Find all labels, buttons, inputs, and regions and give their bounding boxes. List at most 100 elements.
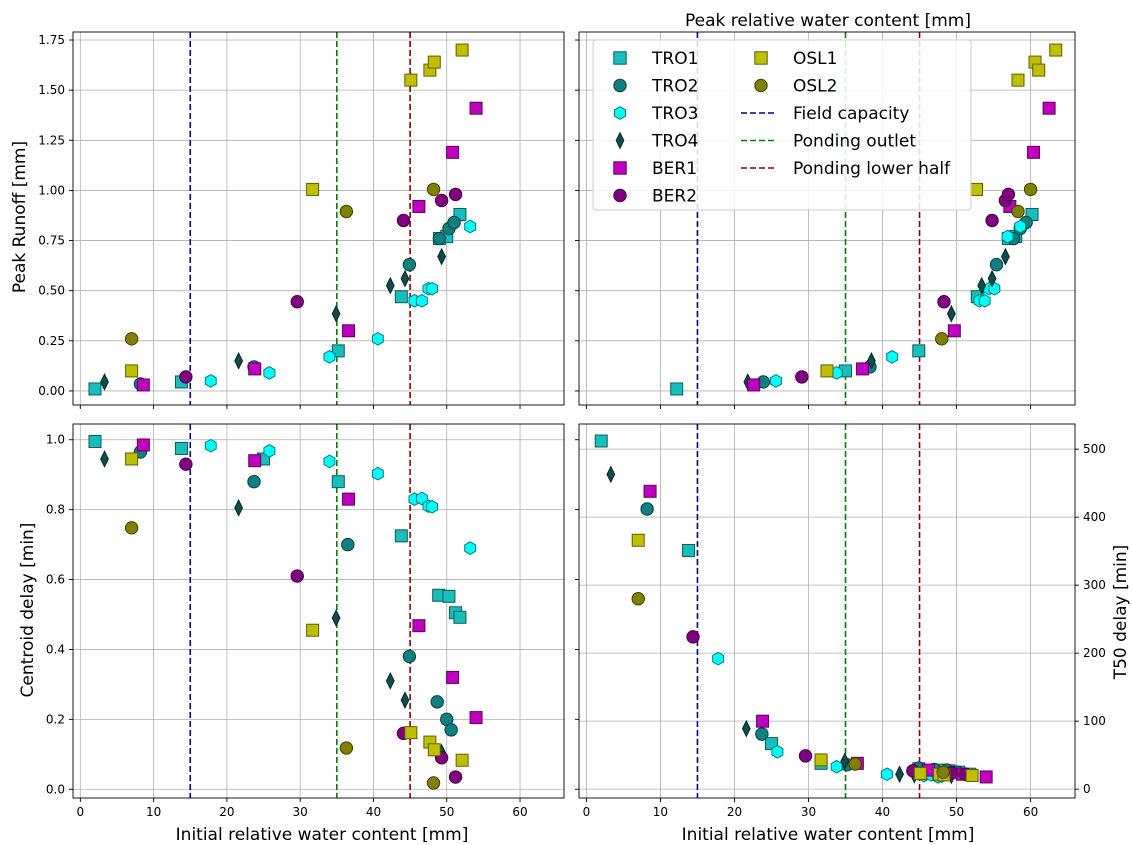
data-point-osl1 <box>404 726 418 740</box>
series-osl1 <box>125 452 469 767</box>
data-point-tro2 <box>444 723 458 737</box>
data-point-tro3 <box>886 350 899 364</box>
data-point-tro3 <box>1001 229 1014 244</box>
bottom-right-grid <box>579 424 1075 798</box>
data-point-tro4 <box>100 450 109 468</box>
x-tick-label: 20 <box>727 805 742 819</box>
data-point-ber2 <box>179 370 193 384</box>
y-tick-label: 0.00 <box>38 384 65 398</box>
data-point-osl2 <box>1011 204 1025 219</box>
y-tick-label: 0.2 <box>46 712 65 726</box>
x-tick-label: 0 <box>77 805 85 819</box>
data-point-ber2 <box>434 193 449 208</box>
data-point-tro4 <box>331 304 341 323</box>
series-tro4 <box>606 465 956 785</box>
data-point-ber2 <box>448 770 463 784</box>
data-point-tro3 <box>770 374 782 388</box>
data-point-osl2 <box>848 757 862 771</box>
data-point-osl1 <box>125 364 139 378</box>
data-point-osl2 <box>339 741 354 755</box>
legend-marker-osl2 <box>754 78 768 93</box>
data-point-ber1 <box>947 324 961 338</box>
y-tick-label: 0.6 <box>46 573 65 587</box>
data-point-ber2 <box>396 213 411 228</box>
legend-label: TRO2 <box>651 77 698 97</box>
data-point-tro3 <box>415 293 428 308</box>
data-point-tro1 <box>912 344 926 358</box>
data-point-tro1 <box>682 543 696 557</box>
y-tick-label: 0.4 <box>46 642 65 656</box>
data-point-tro4 <box>100 373 109 391</box>
y-tick-label: 1.0 <box>46 433 65 447</box>
data-point-ber1 <box>446 145 460 159</box>
data-point-osl1 <box>455 753 469 767</box>
y-tick-label: 400 <box>1083 510 1106 524</box>
series-tro4 <box>743 247 1010 391</box>
legend-label: BER1 <box>652 159 697 179</box>
data-point-ber2 <box>290 569 304 583</box>
legend-label: TRO4 <box>651 132 698 152</box>
bottom-left-frame <box>72 423 565 799</box>
legend-label: OSL2 <box>793 77 837 97</box>
series-tro3 <box>204 438 477 555</box>
series-tro3 <box>712 651 948 784</box>
bottom-left-grid <box>73 424 564 798</box>
series-ber1 <box>136 438 483 725</box>
data-point-tro2 <box>402 649 417 664</box>
series-tro2 <box>756 215 1033 389</box>
data-point-osl1 <box>306 182 320 196</box>
x-tick-label: 20 <box>219 805 234 819</box>
y-tick-label: 0.8 <box>46 503 65 517</box>
data-point-tro3 <box>771 744 784 759</box>
data-point-tro4 <box>977 276 987 295</box>
x-tick-label: 50 <box>439 805 454 819</box>
series-osl2 <box>124 182 441 346</box>
series-tro4 <box>100 247 447 391</box>
bottom-right-frame <box>578 423 1076 799</box>
data-point-tro1 <box>442 589 456 603</box>
data-point-ber1 <box>747 378 761 392</box>
y-tick-label: 0.75 <box>38 234 65 248</box>
x-tick-label: 30 <box>293 805 308 819</box>
bottom-right-panel: 0 10 20 30 40 50 60 0 100 200 300 400 500 <box>575 423 1106 819</box>
series-ber2 <box>179 457 463 784</box>
data-point-osl1 <box>970 182 984 196</box>
data-point-tro4 <box>606 465 616 484</box>
y-tick-label: 200 <box>1083 646 1106 660</box>
data-point-ber1 <box>469 101 483 115</box>
data-point-ber1 <box>342 324 356 338</box>
y-tick-label: 100 <box>1083 714 1106 728</box>
data-point-ber1 <box>412 199 426 213</box>
data-point-tro2 <box>247 474 261 489</box>
data-point-tro3 <box>323 350 336 364</box>
series-ber1 <box>747 101 1056 392</box>
series-tro3 <box>204 219 477 388</box>
series-ber2 <box>795 187 1016 384</box>
data-point-tro1 <box>394 290 408 304</box>
data-point-tro1 <box>594 434 608 448</box>
data-point-osl2 <box>935 332 949 346</box>
x-tick-label: 40 <box>875 805 890 819</box>
y-tick-label: 0.0 <box>46 782 65 796</box>
series-tro2 <box>133 445 458 737</box>
data-point-tro4 <box>987 269 997 288</box>
data-point-tro4 <box>400 269 410 288</box>
y-tick-label: 1.00 <box>38 183 65 197</box>
data-point-tro3 <box>712 651 725 666</box>
series-osl1 <box>820 43 1063 378</box>
legend-marker-tro3 <box>614 106 626 120</box>
y-tick-label: 300 <box>1083 578 1106 592</box>
top-left-grid <box>73 32 564 405</box>
data-point-osl2 <box>631 592 645 606</box>
data-point-ber2 <box>937 295 951 309</box>
data-point-tro1 <box>670 382 684 396</box>
data-point-ber1 <box>446 670 460 684</box>
data-point-osl1 <box>455 43 469 57</box>
data-point-tro3 <box>978 293 991 308</box>
data-point-tro4 <box>331 609 341 627</box>
data-point-tro3 <box>464 219 477 234</box>
legend-marker-ber1 <box>613 161 627 175</box>
data-point-osl2 <box>936 765 950 779</box>
data-point-tro3 <box>426 499 438 514</box>
legend-label: Field capacity <box>793 104 909 124</box>
